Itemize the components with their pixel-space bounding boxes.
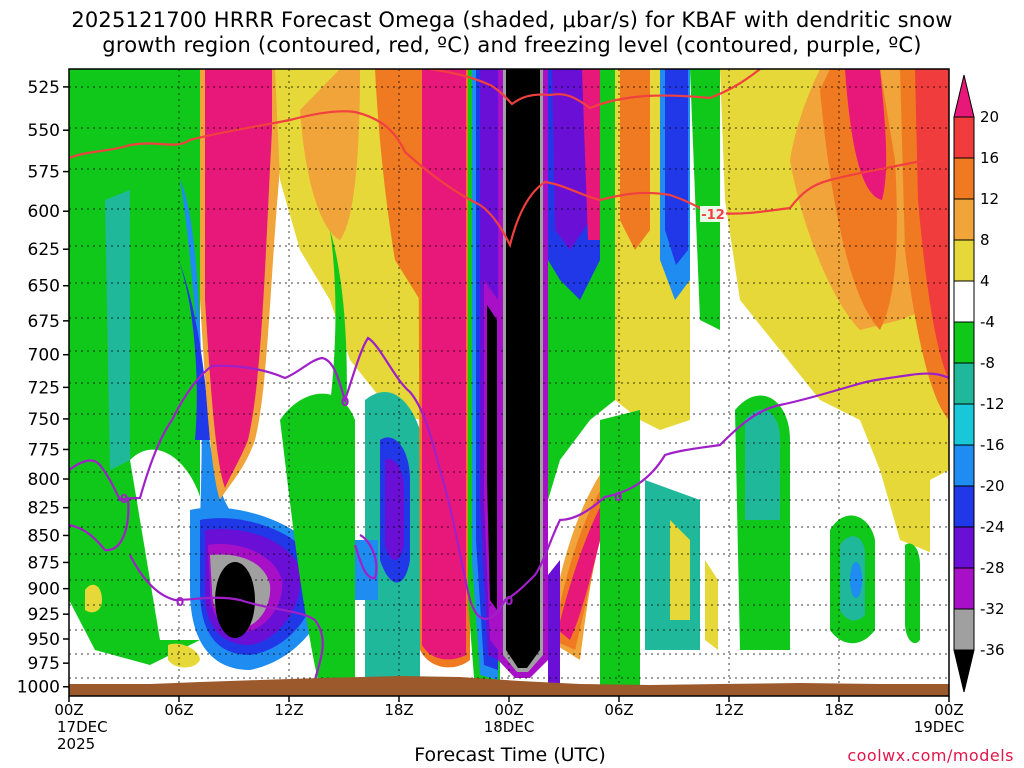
- colorbar-bin-1: [953, 116, 975, 159]
- x-tick-sublabel-0-0: 17DEC: [57, 718, 108, 736]
- colorbar-bin-5: [953, 280, 975, 323]
- y-tick-label-825: 825: [28, 499, 60, 519]
- colorbar-bin-7: [953, 362, 975, 405]
- colorbar-label--32: -32: [980, 600, 1005, 618]
- y-tick-label-625: 625: [28, 240, 60, 260]
- colorbar-bin-3: [953, 198, 975, 241]
- colorbar-bin-8: [953, 403, 975, 446]
- y-tick-label-900: 900: [28, 580, 60, 600]
- terrain: [69, 676, 949, 696]
- x-tick-label-2: 12Z: [274, 701, 303, 719]
- chart-title-line2: growth region (contoured, red, ºC) and f…: [102, 33, 922, 57]
- grid-lines: [69, 69, 949, 696]
- x-tick-label-4: 00Z: [494, 701, 523, 719]
- y-tick-label-700: 700: [28, 346, 60, 366]
- dendritic-growth-contours: [69, 69, 926, 249]
- y-tick-label-650: 650: [28, 277, 60, 297]
- y-tick-label-775: 775: [28, 440, 60, 460]
- x-tick-label-8: 00Z: [934, 701, 963, 719]
- y-tick-label-575: 575: [28, 163, 60, 183]
- x-tick-label-6: 12Z: [714, 701, 743, 719]
- x-tick-label-1: 06Z: [164, 701, 193, 719]
- colorbar-bin-10: [953, 485, 975, 528]
- contour-label-zero-1: 0: [120, 492, 128, 506]
- colorbar: 20 16 12 8 4 -4 -8 -12 -16 -20 -24 -28 -32 -36: [953, 74, 1005, 693]
- contour-label-zero-5: 0: [505, 594, 513, 608]
- y-tick-label-600: 600: [28, 202, 60, 222]
- x-tick-sublabel-0-1: 2025: [57, 735, 95, 753]
- colorbar-label--16: -16: [980, 436, 1005, 454]
- x-tick-label-3: 18Z: [384, 701, 413, 719]
- x-tick-label-7: 18Z: [824, 701, 853, 719]
- colorbar-bin-4: [953, 239, 975, 282]
- colorbar-label--4: -4: [980, 313, 995, 331]
- omega-field: [69, 69, 949, 696]
- colorbar-bin-13: [953, 608, 975, 651]
- x-tick-sublabel-4-0: 18DEC: [484, 718, 535, 736]
- colorbar-label--28: -28: [980, 559, 1005, 577]
- contour-label-zero-2: 0: [341, 395, 349, 409]
- x-tick-label-0: 00Z: [54, 701, 83, 719]
- y-tick-label-850: 850: [28, 526, 60, 546]
- colorbar-label-8: 8: [980, 231, 990, 249]
- chart-title-line1: 2025121700 HRRR Forecast Omega (shaded, …: [71, 8, 953, 32]
- x-tick-label-5: 06Z: [604, 701, 633, 719]
- y-tick-label-675: 675: [28, 312, 60, 332]
- colorbar-label--36: -36: [980, 641, 1005, 659]
- y-tick-label-925: 925: [28, 605, 60, 625]
- contour-label-zero-3: 0: [176, 595, 184, 609]
- colorbar-bin-2: [953, 157, 975, 200]
- colorbar-label--12: -12: [980, 395, 1005, 413]
- y-tick-label-975: 975: [28, 654, 60, 674]
- y-tick-label-725: 725: [28, 378, 60, 398]
- colorbar-label--20: -20: [980, 477, 1005, 495]
- contour-label-neg12: -12: [701, 208, 725, 223]
- y-tick-label-550: 550: [28, 121, 60, 141]
- credit-text: coolwx.com/models: [847, 746, 1014, 765]
- y-tick-label-750: 750: [28, 410, 60, 430]
- colorbar-top-arrow: [953, 74, 975, 118]
- y-tick-label-525: 525: [28, 78, 60, 98]
- colorbar-label-16: 16: [980, 149, 999, 167]
- y-tick-label-1000: 1000: [17, 678, 60, 698]
- colorbar-label-4: 4: [980, 272, 990, 290]
- x-tick-sublabel-8-0: 19DEC: [914, 718, 965, 736]
- y-tick-label-875: 875: [28, 553, 60, 573]
- colorbar-label--8: -8: [980, 354, 995, 372]
- colorbar-label-12: 12: [980, 190, 999, 208]
- y-axis: 525 550 575 600 625 650 675 700 725 750 775 800 825 8…: [17, 78, 69, 698]
- y-tick-label-950: 950: [28, 630, 60, 650]
- colorbar-label--24: -24: [980, 518, 1005, 536]
- contour-labels: -12 0 0 0 0 0: [120, 206, 726, 609]
- contour-label-zero-4: 0: [614, 490, 622, 504]
- colorbar-bin-11: [953, 526, 975, 569]
- colorbar-bin-6: [953, 321, 975, 364]
- colorbar-label-20: 20: [980, 108, 999, 126]
- colorbar-bottom-arrow: [953, 649, 975, 693]
- colorbar-bin-9: [953, 444, 975, 487]
- y-tick-label-800: 800: [28, 470, 60, 490]
- colorbar-bin-12: [953, 567, 975, 610]
- x-axis-title: Forecast Time (UTC): [414, 744, 606, 766]
